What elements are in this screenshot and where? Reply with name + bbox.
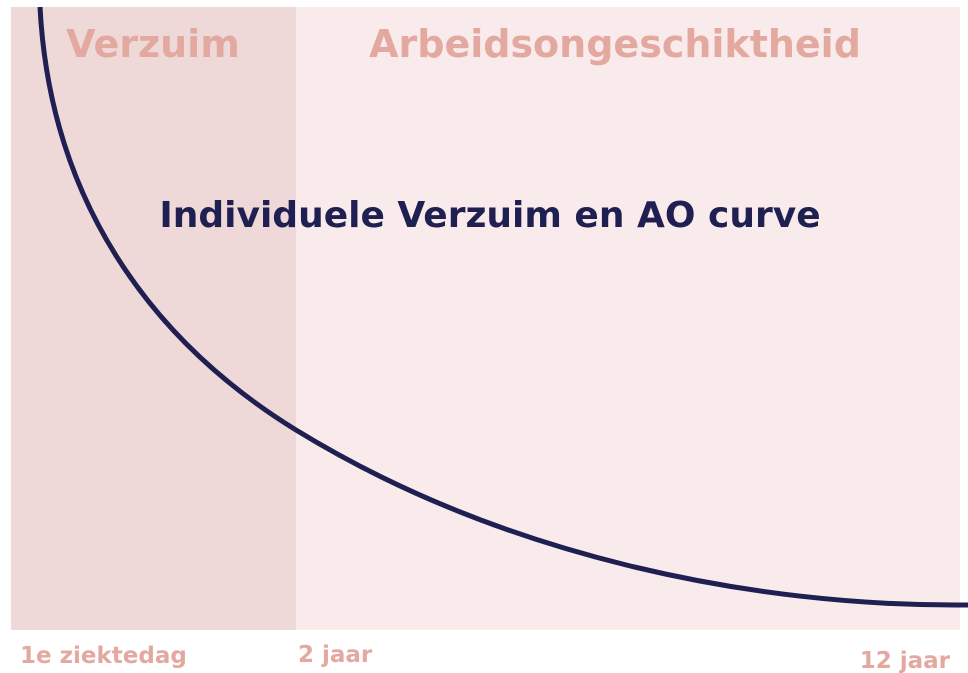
ao-zone — [296, 7, 960, 630]
zone-label: Verzuim — [66, 22, 240, 66]
diagram-title: Individuele Verzuim en AO curve — [159, 195, 820, 236]
axis-label: 2 jaar — [298, 642, 373, 668]
curve — [37, 6, 968, 608]
verzuim-zone — [11, 7, 296, 630]
zone-label: Arbeidsongeschiktheid — [369, 22, 861, 66]
axis-label: 12 jaar — [860, 648, 951, 673]
axis-label: 1e ziektedag — [20, 643, 187, 669]
